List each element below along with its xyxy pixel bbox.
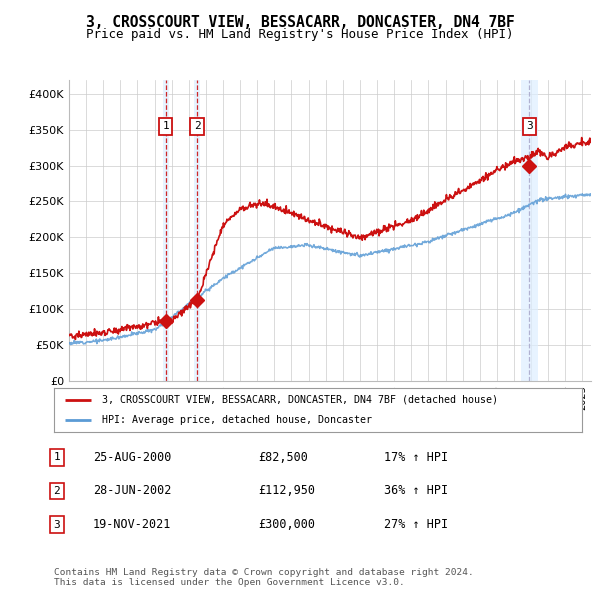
Text: 36% ↑ HPI: 36% ↑ HPI <box>384 484 448 497</box>
Text: 3: 3 <box>53 520 61 529</box>
Text: 3, CROSSCOURT VIEW, BESSACARR, DONCASTER, DN4 7BF (detached house): 3, CROSSCOURT VIEW, BESSACARR, DONCASTER… <box>101 395 497 405</box>
Text: 27% ↑ HPI: 27% ↑ HPI <box>384 518 448 531</box>
Text: 3: 3 <box>526 122 533 132</box>
Text: £300,000: £300,000 <box>258 518 315 531</box>
Text: HPI: Average price, detached house, Doncaster: HPI: Average price, detached house, Donc… <box>101 415 371 425</box>
Text: Price paid vs. HM Land Registry's House Price Index (HPI): Price paid vs. HM Land Registry's House … <box>86 28 514 41</box>
Text: 1: 1 <box>163 122 169 132</box>
Text: 1: 1 <box>53 453 61 462</box>
Text: 2: 2 <box>53 486 61 496</box>
Bar <box>194 80 200 381</box>
Text: £82,500: £82,500 <box>258 451 308 464</box>
Text: £112,950: £112,950 <box>258 484 315 497</box>
Text: 19-NOV-2021: 19-NOV-2021 <box>93 518 172 531</box>
Bar <box>163 80 169 381</box>
Text: 28-JUN-2002: 28-JUN-2002 <box>93 484 172 497</box>
Text: 17% ↑ HPI: 17% ↑ HPI <box>384 451 448 464</box>
Text: 3, CROSSCOURT VIEW, BESSACARR, DONCASTER, DN4 7BF: 3, CROSSCOURT VIEW, BESSACARR, DONCASTER… <box>86 15 514 30</box>
Text: 25-AUG-2000: 25-AUG-2000 <box>93 451 172 464</box>
Text: 2: 2 <box>194 122 200 132</box>
Text: Contains HM Land Registry data © Crown copyright and database right 2024.
This d: Contains HM Land Registry data © Crown c… <box>54 568 474 587</box>
Bar <box>521 80 538 381</box>
